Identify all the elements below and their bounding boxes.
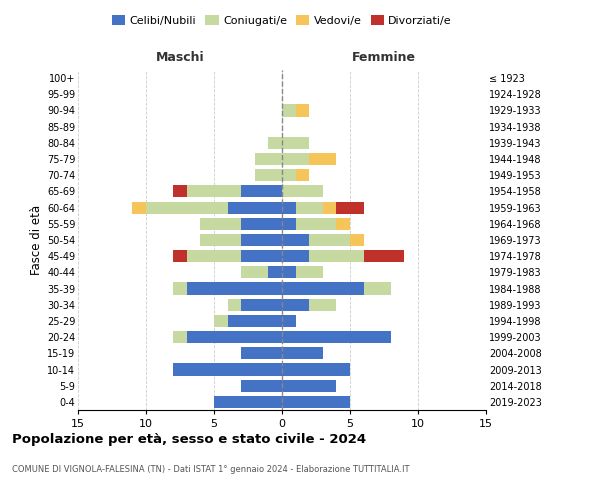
- Text: COMUNE DI VIGNOLA-FALESINA (TN) - Dati ISTAT 1° gennaio 2024 - Elaborazione TUTT: COMUNE DI VIGNOLA-FALESINA (TN) - Dati I…: [12, 466, 409, 474]
- Bar: [268, 137, 282, 149]
- Bar: [337, 202, 364, 213]
- Bar: [173, 331, 187, 343]
- Bar: [282, 380, 337, 392]
- Bar: [309, 298, 337, 311]
- Bar: [133, 202, 146, 213]
- Bar: [309, 234, 350, 246]
- Bar: [282, 250, 309, 262]
- Bar: [364, 250, 404, 262]
- Bar: [296, 169, 309, 181]
- Bar: [173, 186, 187, 198]
- Bar: [282, 137, 309, 149]
- Bar: [282, 169, 296, 181]
- Bar: [282, 153, 309, 165]
- Bar: [282, 186, 323, 198]
- Bar: [241, 348, 282, 360]
- Bar: [255, 169, 282, 181]
- Bar: [282, 396, 350, 408]
- Bar: [282, 104, 296, 117]
- Bar: [173, 364, 282, 376]
- Bar: [309, 250, 364, 262]
- Bar: [282, 364, 350, 376]
- Bar: [214, 396, 282, 408]
- Bar: [309, 153, 337, 165]
- Bar: [227, 202, 282, 213]
- Bar: [187, 331, 282, 343]
- Bar: [296, 104, 309, 117]
- Bar: [241, 218, 282, 230]
- Bar: [241, 186, 282, 198]
- Y-axis label: Anni di nascita: Anni di nascita: [598, 196, 600, 284]
- Bar: [282, 202, 296, 213]
- Bar: [200, 234, 241, 246]
- Bar: [227, 315, 282, 327]
- Bar: [241, 266, 268, 278]
- Bar: [282, 266, 296, 278]
- Bar: [255, 153, 282, 165]
- Bar: [227, 298, 241, 311]
- Bar: [282, 331, 391, 343]
- Text: Popolazione per età, sesso e stato civile - 2024: Popolazione per età, sesso e stato civil…: [12, 432, 366, 446]
- Bar: [187, 250, 241, 262]
- Bar: [173, 250, 187, 262]
- Y-axis label: Fasce di età: Fasce di età: [29, 205, 43, 275]
- Bar: [146, 202, 227, 213]
- Bar: [364, 282, 391, 294]
- Bar: [282, 298, 309, 311]
- Bar: [200, 218, 241, 230]
- Bar: [241, 298, 282, 311]
- Bar: [296, 202, 323, 213]
- Bar: [282, 234, 309, 246]
- Bar: [173, 282, 187, 294]
- Bar: [282, 315, 296, 327]
- Bar: [282, 218, 296, 230]
- Legend: Celibi/Nubili, Coniugati/e, Vedovi/e, Divorziati/e: Celibi/Nubili, Coniugati/e, Vedovi/e, Di…: [107, 10, 457, 30]
- Bar: [282, 282, 364, 294]
- Text: Femmine: Femmine: [352, 52, 416, 64]
- Bar: [214, 315, 227, 327]
- Bar: [187, 282, 282, 294]
- Bar: [296, 218, 337, 230]
- Bar: [268, 266, 282, 278]
- Bar: [323, 202, 337, 213]
- Bar: [187, 186, 241, 198]
- Bar: [241, 380, 282, 392]
- Text: Maschi: Maschi: [155, 52, 205, 64]
- Bar: [241, 250, 282, 262]
- Bar: [350, 234, 364, 246]
- Bar: [337, 218, 350, 230]
- Bar: [282, 348, 323, 360]
- Bar: [241, 234, 282, 246]
- Bar: [296, 266, 323, 278]
